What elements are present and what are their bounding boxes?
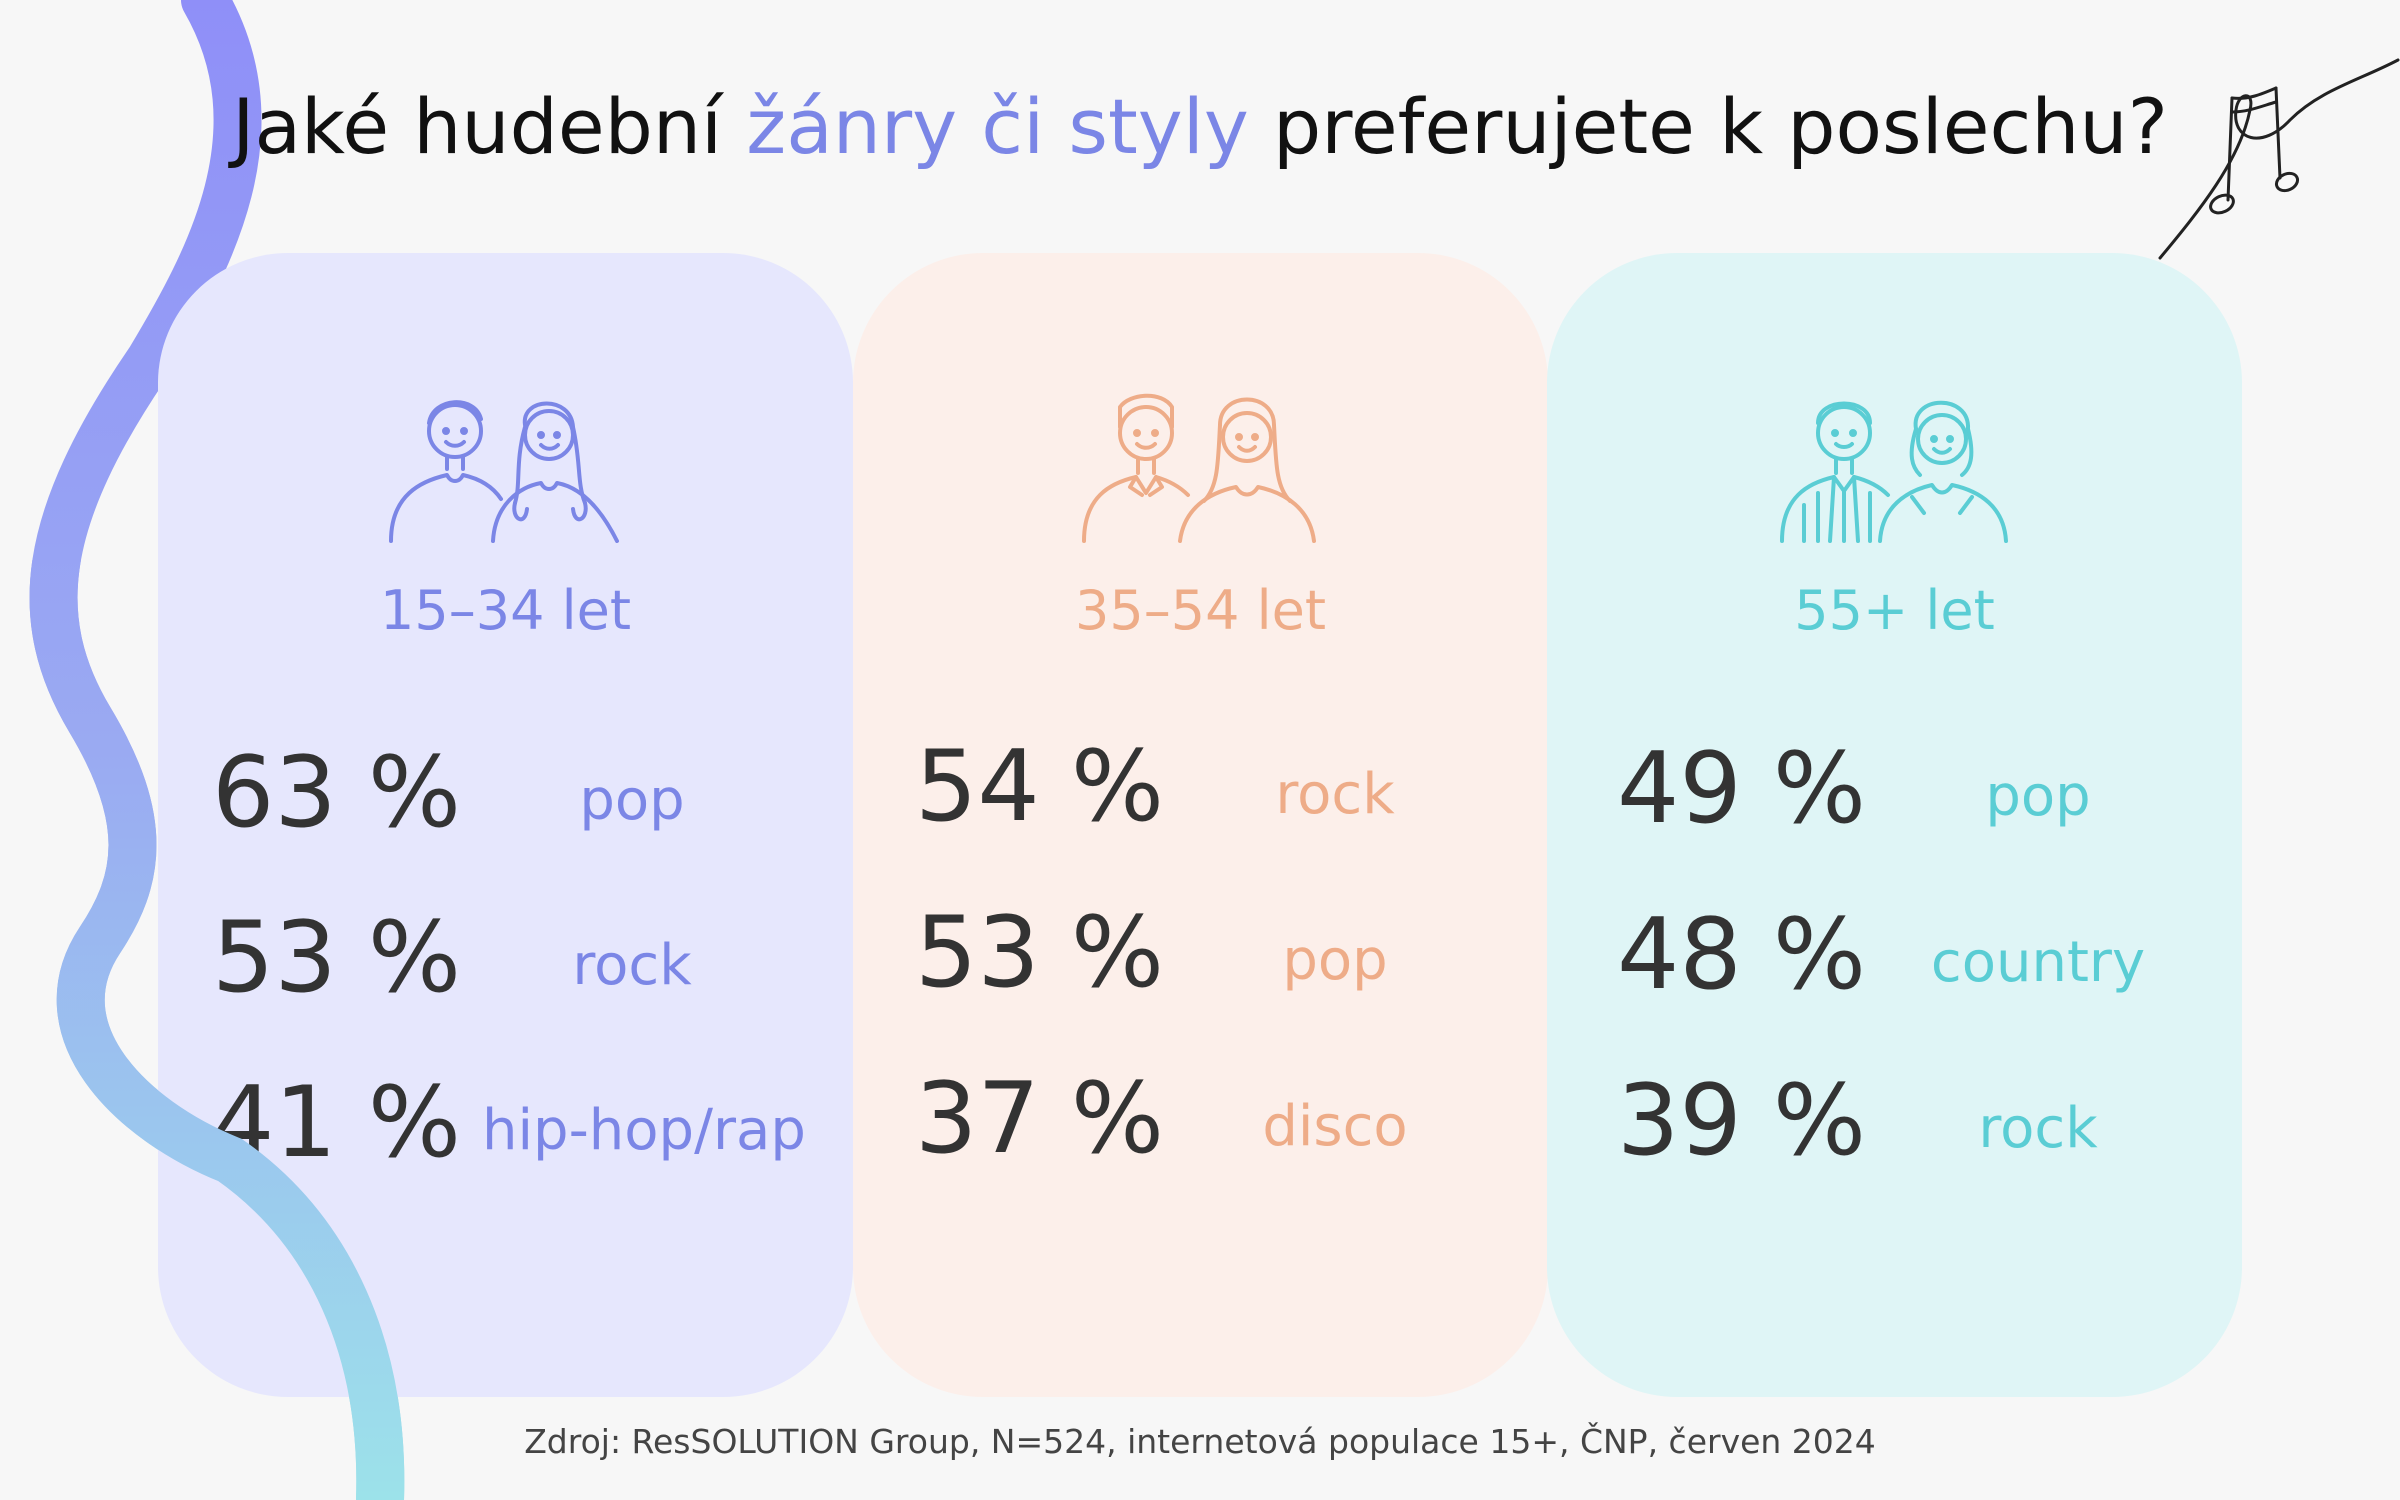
age-group-label: 55+ let: [1794, 579, 1995, 642]
age-group-card-15-34: 15–34 let 63 % pop 53 % rock 41 % hip-ho…: [158, 253, 853, 1397]
stat-row: 37 % disco: [853, 1059, 1548, 1179]
percent-value: 49 %: [1617, 732, 1866, 846]
genre-label: rock: [572, 933, 692, 998]
genre-label: rock: [1978, 1096, 2098, 1161]
stat-row: 63 % pop: [158, 733, 853, 853]
genre-label: pop: [1985, 764, 2091, 829]
stat-row: 39 % rock: [1547, 1061, 2242, 1181]
percent-value: 41 %: [212, 1066, 461, 1180]
genre-label: hip-hop/rap: [482, 1098, 806, 1163]
genre-label: pop: [1282, 928, 1388, 993]
age-group-label: 15–34 let: [380, 579, 631, 642]
percent-value: 63 %: [212, 736, 461, 850]
genre-label: country: [1930, 930, 2146, 995]
percent-value: 48 %: [1617, 898, 1866, 1012]
percent-value: 39 %: [1617, 1064, 1866, 1178]
stat-row: 53 % rock: [158, 898, 853, 1018]
source-note: Zdroj: ResSOLUTION Group, N=524, interne…: [524, 1422, 1876, 1461]
senior-couple-icon: [1780, 400, 2008, 543]
stat-row: 54 % rock: [853, 727, 1548, 847]
title-highlight: žánry či styly: [746, 82, 1249, 171]
percent-value: 54 %: [915, 730, 1164, 844]
stat-row: 41 % hip-hop/rap: [158, 1063, 853, 1183]
title-end: preferujete k poslechu?: [1248, 82, 2168, 171]
age-group-card-35-54: 35–54 let 54 % rock 53 % pop 37 % disco: [853, 253, 1548, 1397]
adult-couple-icon: [1082, 393, 1316, 543]
percent-value: 37 %: [915, 1062, 1164, 1176]
genre-label: disco: [1262, 1094, 1408, 1159]
percent-value: 53 %: [212, 901, 461, 1015]
genre-label: pop: [579, 768, 685, 833]
young-couple-icon: [389, 400, 619, 543]
age-group-card-55-plus: 55+ let 49 % pop 48 % country 39 % rock: [1547, 253, 2242, 1397]
stat-row: 53 % pop: [853, 893, 1548, 1013]
stat-row: 48 % country: [1547, 895, 2242, 1015]
age-group-label: 35–54 let: [1075, 579, 1326, 642]
page-title: Jaké hudební žánry či styly preferujete …: [0, 82, 2400, 171]
percent-value: 53 %: [915, 896, 1164, 1010]
title-start: Jaké hudební: [232, 82, 747, 171]
genre-label: rock: [1275, 762, 1395, 827]
stat-row: 49 % pop: [1547, 729, 2242, 849]
